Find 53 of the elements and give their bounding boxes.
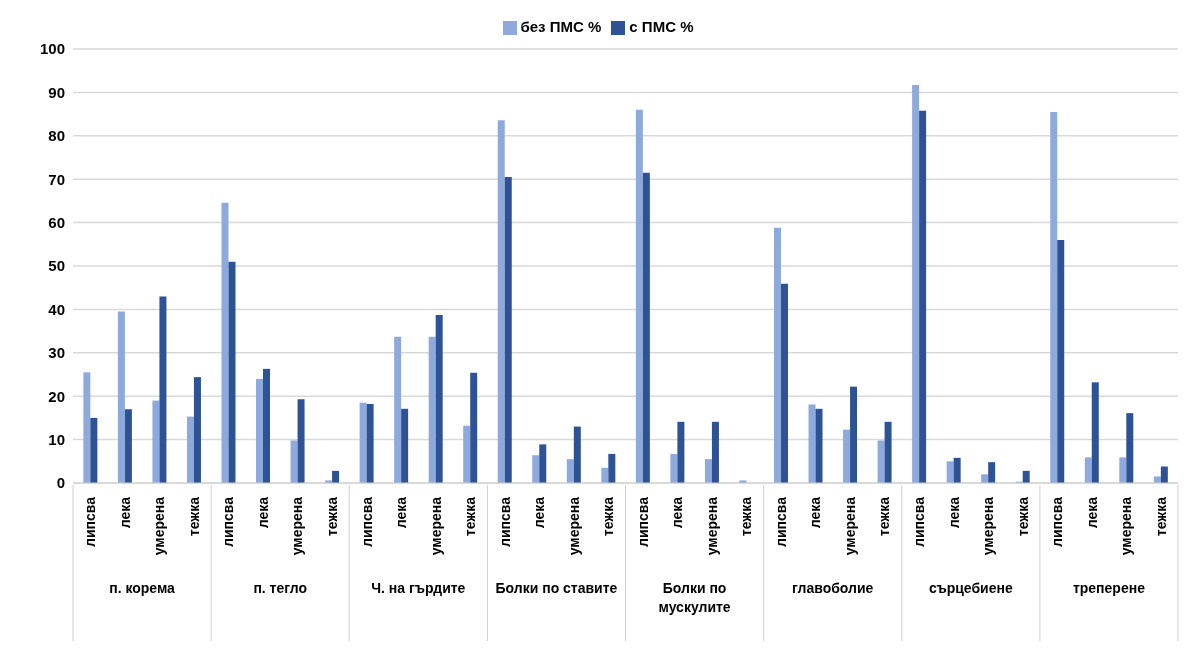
- y-tick-label: 40: [48, 300, 65, 318]
- text: п. тегло: [253, 580, 307, 596]
- y-tick-label: 100: [39, 40, 65, 58]
- y-tick-label: 50: [48, 257, 65, 275]
- x-tick-label: умерена: [980, 496, 997, 556]
- x-tick-label: липсва: [1049, 496, 1066, 547]
- x-tick-label: липсва: [911, 496, 928, 547]
- x-tick-label: тежка: [600, 496, 617, 537]
- y-tick-label: 30: [48, 344, 65, 362]
- text: п. корема: [109, 580, 176, 596]
- x-tick-label: умерена: [289, 496, 306, 556]
- x-tick-label: липсва: [772, 496, 789, 547]
- x-tick-label: тежка: [462, 496, 479, 537]
- x-tick-label: липсва: [358, 496, 375, 547]
- x-tick-label: лека: [254, 496, 271, 529]
- x-tick-label: липсва: [220, 496, 237, 547]
- x-tick-label: липсва: [496, 496, 513, 547]
- x-tick-label: тежка: [876, 496, 893, 537]
- y-tick-label: 20: [48, 387, 65, 405]
- legend-label: без ПМС %: [520, 18, 602, 35]
- x-tick-label: лека: [1083, 496, 1100, 529]
- y-tick-label: 90: [48, 83, 65, 101]
- legend-label: с ПМС %: [629, 18, 694, 35]
- x-tick-label: лека: [393, 496, 410, 529]
- x-tick-label: умерена: [841, 496, 858, 556]
- text: главоболие: [792, 580, 874, 596]
- text: сърцебиене: [928, 580, 1013, 596]
- x-tick-label: лека: [807, 496, 824, 529]
- text: Болки по ставите: [495, 580, 618, 596]
- x-tick-label: липсва: [82, 496, 99, 547]
- x-tick-label: липсва: [634, 496, 651, 547]
- x-tick-label: умерена: [427, 496, 444, 556]
- x-tick-label: тежка: [738, 496, 755, 537]
- x-tick-label: лека: [116, 496, 133, 529]
- y-tick-label: 10: [48, 430, 65, 448]
- text: треперене: [1072, 580, 1146, 596]
- text: Болки по мускулите: [658, 580, 731, 615]
- y-tick-label: 60: [48, 213, 65, 231]
- x-tick-label: умерена: [151, 496, 168, 556]
- x-tick-label: тежка: [1152, 496, 1169, 537]
- y-tick-label: 0: [56, 474, 65, 492]
- x-tick-label: тежка: [323, 496, 340, 537]
- y-tick-label: 70: [48, 170, 65, 188]
- x-tick-label: тежка: [1014, 496, 1031, 537]
- x-tick-label: лека: [669, 496, 686, 529]
- x-tick-label: лека: [531, 496, 548, 529]
- x-tick-label: умерена: [565, 496, 582, 556]
- x-tick-label: тежка: [185, 496, 202, 537]
- x-tick-label: умерена: [1118, 496, 1135, 556]
- x-tick-label: лека: [945, 496, 962, 529]
- text: Ч. на гърдите: [371, 580, 466, 596]
- x-tick-label: умерена: [703, 496, 720, 556]
- y-tick-label: 80: [48, 127, 65, 145]
